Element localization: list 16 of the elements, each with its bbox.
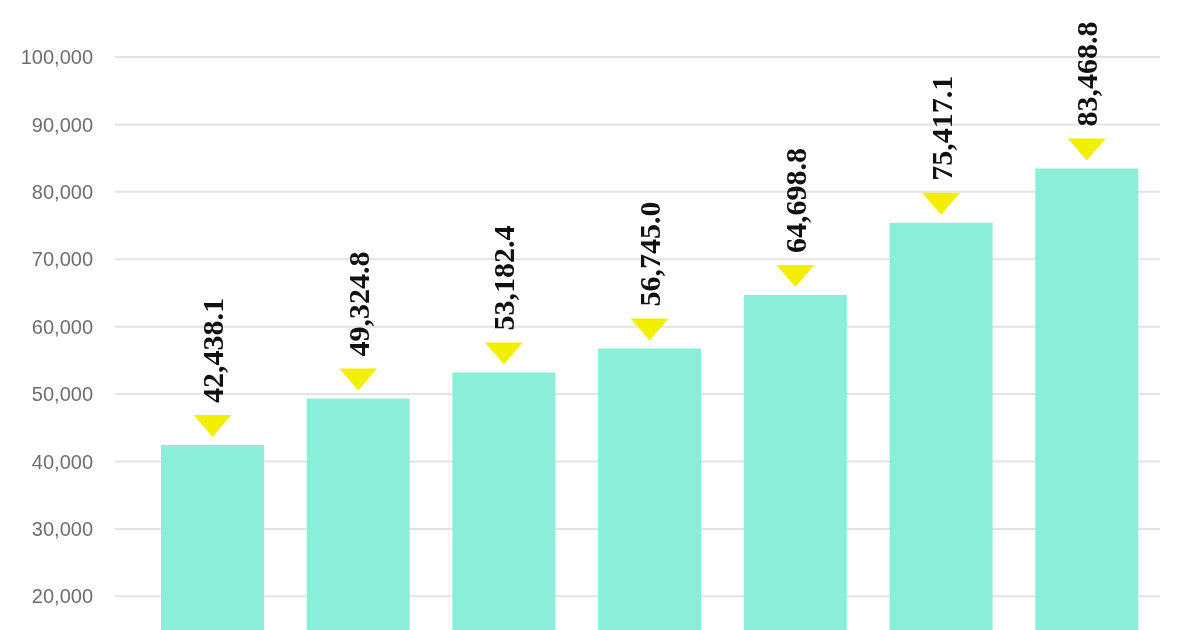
data-label: 83,468.8 xyxy=(1070,21,1104,127)
y-tick-label: 100,000 xyxy=(20,46,93,69)
y-tick-label: 60,000 xyxy=(31,315,93,338)
data-label: 49,324.8 xyxy=(341,251,375,357)
y-tick-label: 80,000 xyxy=(31,180,93,203)
y-tick-label: 40,000 xyxy=(31,450,93,473)
y-tick-label: 90,000 xyxy=(31,113,93,136)
y-tick-label: 30,000 xyxy=(31,517,93,540)
data-label: 42,438.1 xyxy=(196,298,229,404)
data-label: 75,417.1 xyxy=(924,75,958,181)
y-tick-label: 70,000 xyxy=(31,248,93,271)
y-tick-label: 20,000 xyxy=(31,585,93,608)
data-label: 56,745.0 xyxy=(633,201,667,307)
y-tick-label: 50,000 xyxy=(31,383,93,406)
data-label: 64,698.8 xyxy=(778,147,812,253)
data-label: 53,182.4 xyxy=(487,225,521,331)
